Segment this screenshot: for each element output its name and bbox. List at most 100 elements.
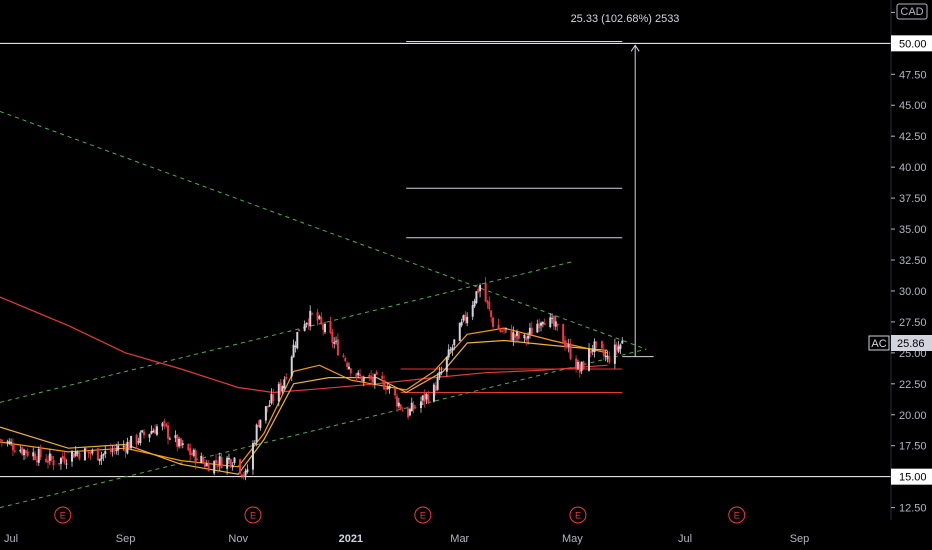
candle-body [552, 316, 555, 327]
candle-body [155, 426, 158, 435]
candle-body [233, 457, 236, 463]
candle-body [320, 317, 323, 324]
x-tick-label: Sep [790, 533, 810, 545]
candle-body [71, 451, 74, 462]
candle-body [96, 448, 99, 461]
currency-badge[interactable]: CAD [896, 3, 928, 20]
candle-body [294, 345, 297, 348]
candle-body [191, 453, 194, 456]
candle-body [58, 463, 61, 465]
candle-body [368, 374, 371, 377]
candle-body [309, 310, 312, 327]
candle-body [582, 361, 585, 370]
candle-body [436, 377, 439, 390]
candle-body [484, 282, 487, 302]
candle-body [10, 441, 13, 444]
candle-body [104, 451, 107, 454]
candle-body [479, 285, 482, 292]
candle-body [47, 460, 50, 463]
candle-body [589, 350, 592, 354]
candle-body [619, 344, 622, 349]
y-tick-label: 47.50 [899, 69, 927, 81]
candle-body [154, 429, 157, 434]
candle-body [525, 337, 528, 341]
candle-body [549, 317, 552, 328]
y-tick-label: 30.00 [899, 286, 927, 298]
candle-body [567, 344, 570, 347]
time-axis[interactable]: Jul Sep Nov 2021 Mar May Jul Sep [4, 533, 809, 545]
candle-body [462, 315, 465, 321]
candle-body [113, 448, 116, 450]
candle-body [336, 339, 339, 356]
candle-body [588, 348, 591, 371]
candle-body [499, 329, 502, 332]
candle-body [266, 405, 269, 408]
measure-label: 25.33 (102.68%) 2533 [571, 13, 680, 25]
candle-body [203, 462, 206, 467]
candle-body [543, 322, 546, 325]
candle-body [32, 452, 35, 457]
candle-body [595, 341, 598, 343]
candle-body [355, 373, 358, 378]
candle-body [344, 358, 347, 362]
candle-body [168, 438, 171, 440]
candle-body [425, 393, 428, 400]
candle-body [541, 322, 544, 325]
candle-body [240, 474, 243, 477]
candle-body [447, 349, 450, 358]
candle-body [215, 460, 218, 464]
candle-body [87, 451, 90, 454]
candle-body [538, 323, 541, 329]
candle-body [565, 344, 568, 348]
candle-body [451, 347, 454, 351]
candle-body [39, 447, 42, 458]
candle-body [394, 388, 397, 396]
candle-body [139, 432, 142, 444]
candle-body [621, 340, 624, 344]
candle-body [453, 339, 456, 346]
earnings-marker-label: E [734, 511, 740, 521]
candle-body [181, 443, 184, 445]
candle-body [85, 450, 88, 452]
candle-body [475, 291, 478, 303]
candle-body [163, 421, 166, 424]
candle-body [510, 329, 513, 341]
candle-body [89, 452, 92, 454]
candle-body [613, 344, 616, 364]
candle-body [517, 333, 520, 339]
x-tick-label: Jul [4, 533, 18, 545]
candle-body [187, 443, 190, 451]
last-price-tag: AC 25.86 [868, 335, 932, 351]
candle-body [464, 314, 467, 321]
candle-body [536, 323, 539, 333]
measure-arrow-head [630, 44, 640, 52]
candle-body [316, 312, 319, 321]
x-tick-label: Sep [116, 533, 136, 545]
candle-body [167, 425, 170, 439]
candle-body [213, 460, 216, 474]
y-tick-label: 22.50 [899, 379, 927, 391]
candle-body [242, 474, 245, 477]
candle-body [421, 395, 424, 401]
candle-body [0, 439, 1, 441]
candle-body [65, 463, 68, 465]
candle-body [115, 449, 118, 452]
y-tick-label: 12.50 [899, 503, 927, 515]
candle-body [419, 401, 422, 408]
candle-body [202, 457, 205, 463]
candle-body [501, 330, 504, 332]
price-axis[interactable]: 12.5015.0017.5020.0022.5025.0027.5030.00… [891, 7, 932, 515]
candle-body [141, 430, 144, 433]
candle-body [466, 316, 469, 324]
candle-body [268, 404, 271, 407]
candle-body [471, 305, 474, 317]
earnings-marker-label: E [250, 511, 256, 521]
plot-area[interactable] [0, 40, 891, 509]
candle-body [477, 288, 480, 293]
trendline [0, 110, 647, 350]
candle-body [311, 313, 314, 315]
candle-body [227, 457, 230, 460]
y-tick-label: 40.00 [899, 162, 927, 174]
